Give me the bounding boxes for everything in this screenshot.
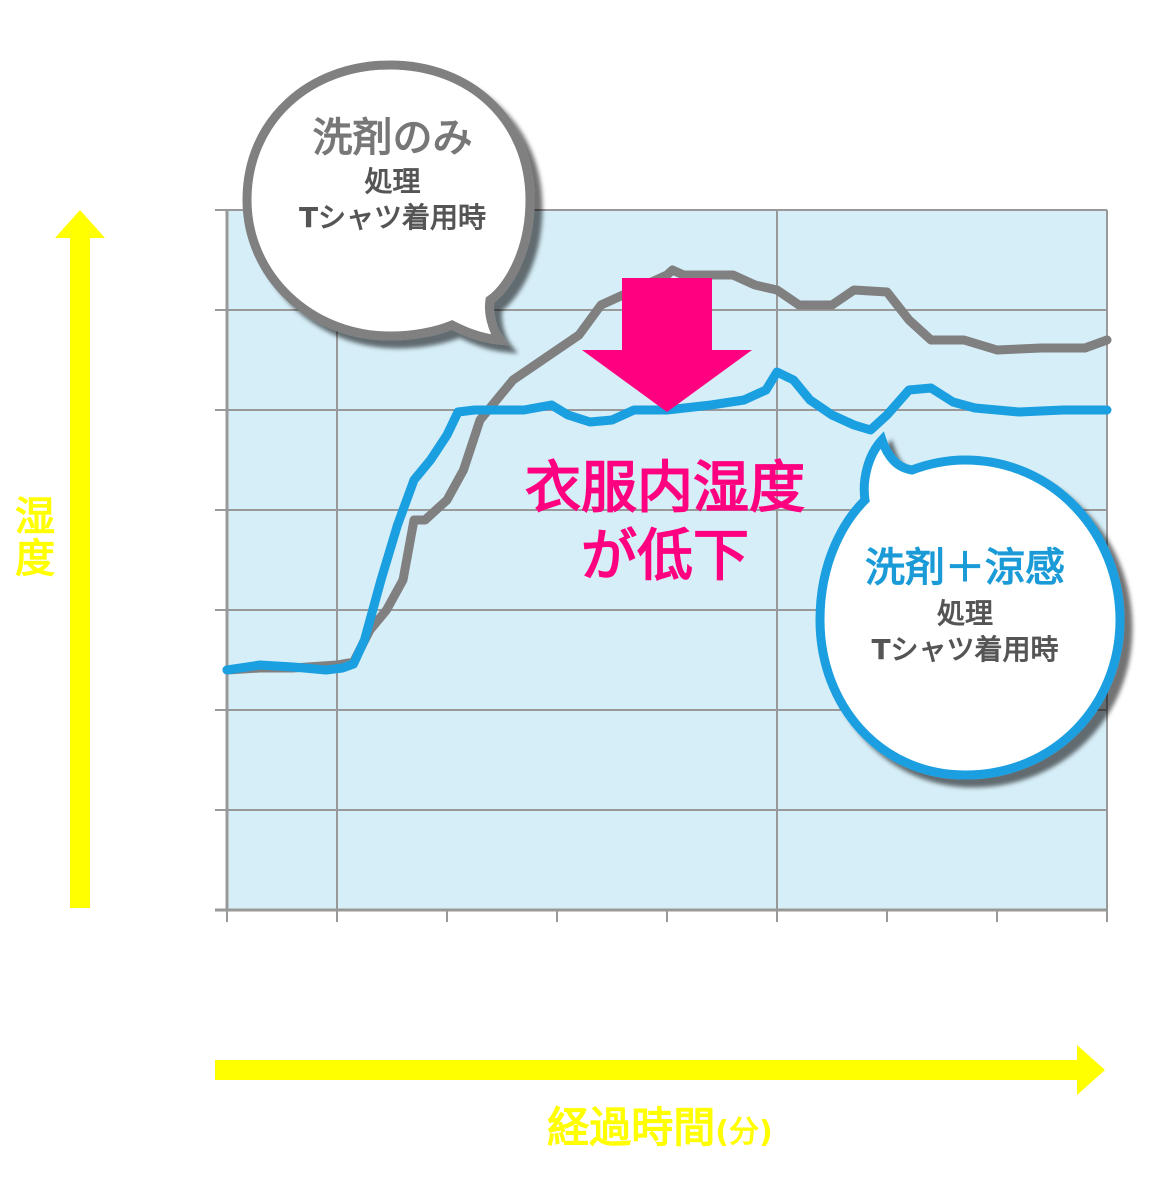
series-line-1 [222, 265, 1112, 675]
headline-line2: が低下 [581, 524, 749, 589]
gray-callout-title: 洗剤のみ [312, 115, 473, 161]
gray-callout-line1: 処理 [364, 165, 421, 198]
blue-callout-text: 洗剤＋涼感 処理 Tシャツ着用時 [820, 540, 1110, 668]
down-arrow [582, 278, 752, 412]
y-axis-label: 湿度 [8, 495, 54, 579]
y-axis-arrow [55, 210, 105, 908]
x-axis-label-unit: (分) [715, 1115, 773, 1150]
gray-callout-line2: Tシャツ着用時 [298, 201, 487, 234]
gray-callout-bubble [242, 60, 535, 346]
x-axis-label-main: 経過時間 [547, 1103, 716, 1152]
x-axis-arrow [215, 1045, 1105, 1095]
blue-callout-title: 洗剤＋涼感 [865, 545, 1065, 591]
headline-line1: 衣服内湿度 [525, 456, 805, 521]
blue-callout-line2: Tシャツ着用時 [871, 633, 1059, 666]
x-axis-label: 経過時間(分) [400, 1094, 920, 1155]
gray-callout-text: 洗剤のみ 処理 Tシャツ着用時 [250, 112, 535, 236]
series-layer [222, 265, 1112, 675]
headline-annotation: 衣服内湿度 が低下 [485, 455, 845, 591]
blue-callout-bubble [815, 431, 1125, 780]
blue-callout-line1: 処理 [936, 597, 993, 630]
series-line-2 [222, 367, 1112, 675]
